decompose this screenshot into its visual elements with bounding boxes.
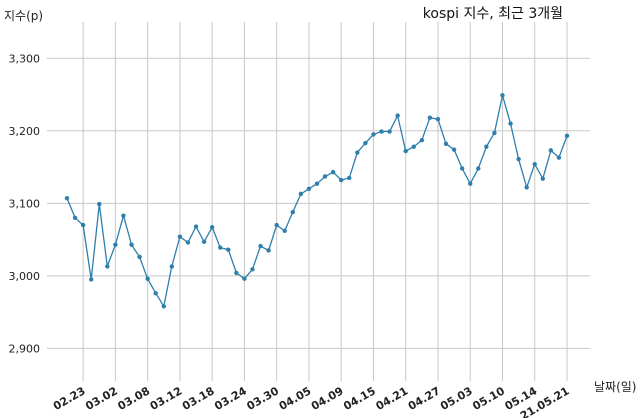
data-point (459, 166, 465, 171)
data-point (548, 148, 554, 153)
y-tick-label: 3,100 (9, 197, 41, 210)
data-point (209, 225, 215, 230)
data-point (161, 304, 166, 309)
x-tick-label: 05.03 (438, 384, 475, 413)
data-point (250, 267, 255, 272)
data-point (443, 141, 449, 147)
data-point (234, 270, 239, 276)
data-point (476, 166, 481, 171)
data-point (193, 224, 199, 229)
x-tick-label: 04.15 (341, 384, 378, 413)
data-point (169, 264, 175, 269)
data-point (121, 213, 126, 218)
data-point (338, 177, 344, 183)
x-tick-label: 04.21 (374, 384, 411, 413)
data-point (64, 196, 70, 201)
data-point (330, 169, 336, 175)
data-point (532, 161, 537, 167)
data-point (540, 176, 546, 181)
data-point (322, 174, 328, 179)
data-point (395, 113, 400, 118)
data-point (97, 201, 102, 207)
x-tick-label: 03.18 (180, 384, 217, 413)
y-tick-label: 3,000 (9, 270, 41, 283)
data-point (387, 129, 392, 134)
data-point (435, 116, 441, 122)
data-point (516, 156, 521, 162)
y-axis-ticks: 2,900 3,000 3,100 3,200 3,300 (9, 52, 41, 355)
series-line (66, 95, 568, 309)
data-point (226, 247, 231, 252)
data-point (145, 276, 150, 281)
data-point (347, 175, 352, 181)
y-tick-label: 2,900 (9, 342, 41, 355)
data-point (282, 228, 287, 234)
data-point (72, 215, 78, 221)
data-point (306, 186, 312, 192)
data-point (137, 254, 142, 260)
x-tick-label: 04.09 (309, 384, 346, 413)
data-point (113, 242, 118, 247)
data-point (371, 132, 376, 137)
data-point (153, 291, 158, 296)
data-point (355, 150, 360, 155)
data-point (177, 234, 183, 239)
data-point (556, 155, 562, 160)
y-tick-label: 3,300 (9, 52, 41, 65)
data-point (419, 138, 425, 143)
data-point (105, 264, 110, 269)
x-tick-label: 03.24 (212, 384, 249, 413)
data-point (363, 140, 368, 146)
x-tick-label: 02.23 (51, 384, 88, 413)
data-point (500, 93, 505, 98)
data-point (451, 147, 457, 152)
data-point (242, 276, 247, 281)
data-point (129, 242, 134, 247)
data-point (80, 222, 86, 228)
x-tick-label: 03.02 (83, 384, 120, 413)
x-tick-label: 04.27 (406, 384, 443, 413)
data-point (484, 144, 489, 149)
data-point (185, 240, 191, 245)
data-point (258, 243, 263, 249)
data-point (274, 222, 279, 228)
y-tick-label: 3,200 (9, 125, 41, 138)
data-point (524, 185, 529, 190)
data-point (379, 129, 384, 134)
data-point (218, 245, 223, 250)
x-tick-label: 03.08 (116, 384, 153, 413)
data-point (314, 181, 320, 186)
x-axis-label: 날짜(일) (594, 380, 636, 394)
data-point (266, 248, 271, 253)
gridlines (47, 22, 590, 381)
data-point (468, 181, 473, 186)
data-point (508, 121, 513, 126)
data-point (492, 130, 497, 136)
data-point (411, 144, 416, 149)
chart-title: kospi 지수, 최근 3개월 (423, 6, 563, 22)
y-axis-label: 지수(p) (4, 9, 43, 23)
data-point (88, 277, 94, 282)
x-tick-label: 03.30 (245, 384, 282, 413)
data-point (298, 191, 304, 197)
data-point (403, 148, 408, 154)
x-tick-label: 03.12 (148, 384, 185, 413)
data-point (290, 209, 296, 215)
x-axis-ticks: 02.2303.0203.0803.1203.1803.2403.3004.05… (51, 384, 572, 418)
data-point (201, 239, 207, 244)
x-tick-label: 05.10 (470, 384, 507, 413)
x-tick-label: 04.05 (277, 384, 314, 413)
data-point (564, 133, 570, 139)
data-points (64, 93, 570, 309)
data-point (427, 115, 433, 120)
